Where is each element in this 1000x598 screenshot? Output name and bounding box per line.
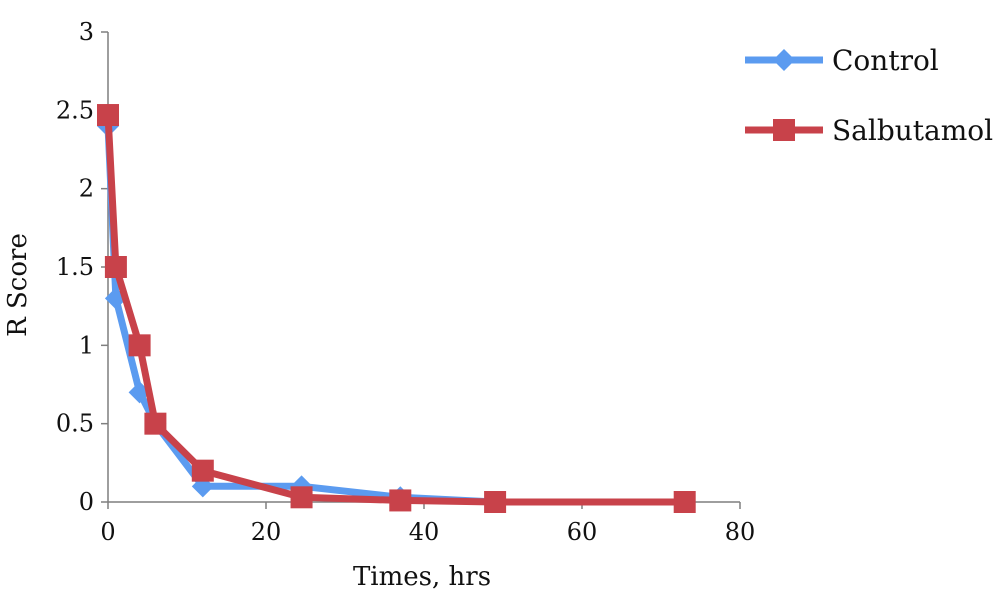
salbutamol-point: [97, 104, 119, 127]
chart-axes: [107, 32, 740, 503]
legend-item-salbutamol: Salbutamol: [745, 114, 993, 147]
y-tick-label: 1: [79, 331, 94, 359]
salbutamol-point: [104, 256, 127, 278]
y-tick-label: 3: [79, 18, 94, 46]
y-tick-label: 0: [79, 488, 94, 516]
salbutamol-series: [97, 104, 696, 513]
y-tick-label: 0.5: [56, 410, 94, 438]
salbutamol-point: [484, 491, 507, 513]
legend-label: Control: [832, 44, 939, 77]
x-tick-label: 60: [567, 518, 598, 546]
series-layer: [97, 104, 696, 513]
x-tick-label: 40: [409, 518, 440, 546]
y-tick-label: 1.5: [56, 253, 94, 281]
salbutamol-point: [191, 459, 214, 482]
y-tick-label: 2.5: [56, 96, 94, 124]
x-tick-label: 20: [251, 518, 282, 546]
legend-swatch-marker: [773, 49, 795, 71]
x-tick-label: 80: [725, 518, 756, 546]
salbutamol-point: [389, 489, 412, 512]
y-tick-label: 2: [79, 175, 94, 203]
legend: Control Salbutamol: [745, 44, 993, 147]
y-axis-title: R Score: [3, 233, 33, 337]
salbutamol-line: [104, 111, 689, 506]
x-axis-title: Times, hrs: [353, 562, 491, 592]
salbutamol-point: [673, 491, 696, 513]
x-tick-label: 0: [100, 518, 115, 546]
legend-label: Salbutamol: [832, 114, 993, 147]
salbutamol-point: [290, 486, 313, 509]
axis-ticks: 0 20 40 60 80 0 0.5 1 1.5 2 2.5 3: [56, 18, 755, 546]
salbutamol-point: [144, 412, 167, 435]
legend-item-control: Control: [745, 44, 939, 77]
salbutamol-point: [128, 334, 151, 357]
legend-swatch-marker: [773, 119, 795, 141]
control-line: [104, 122, 689, 506]
